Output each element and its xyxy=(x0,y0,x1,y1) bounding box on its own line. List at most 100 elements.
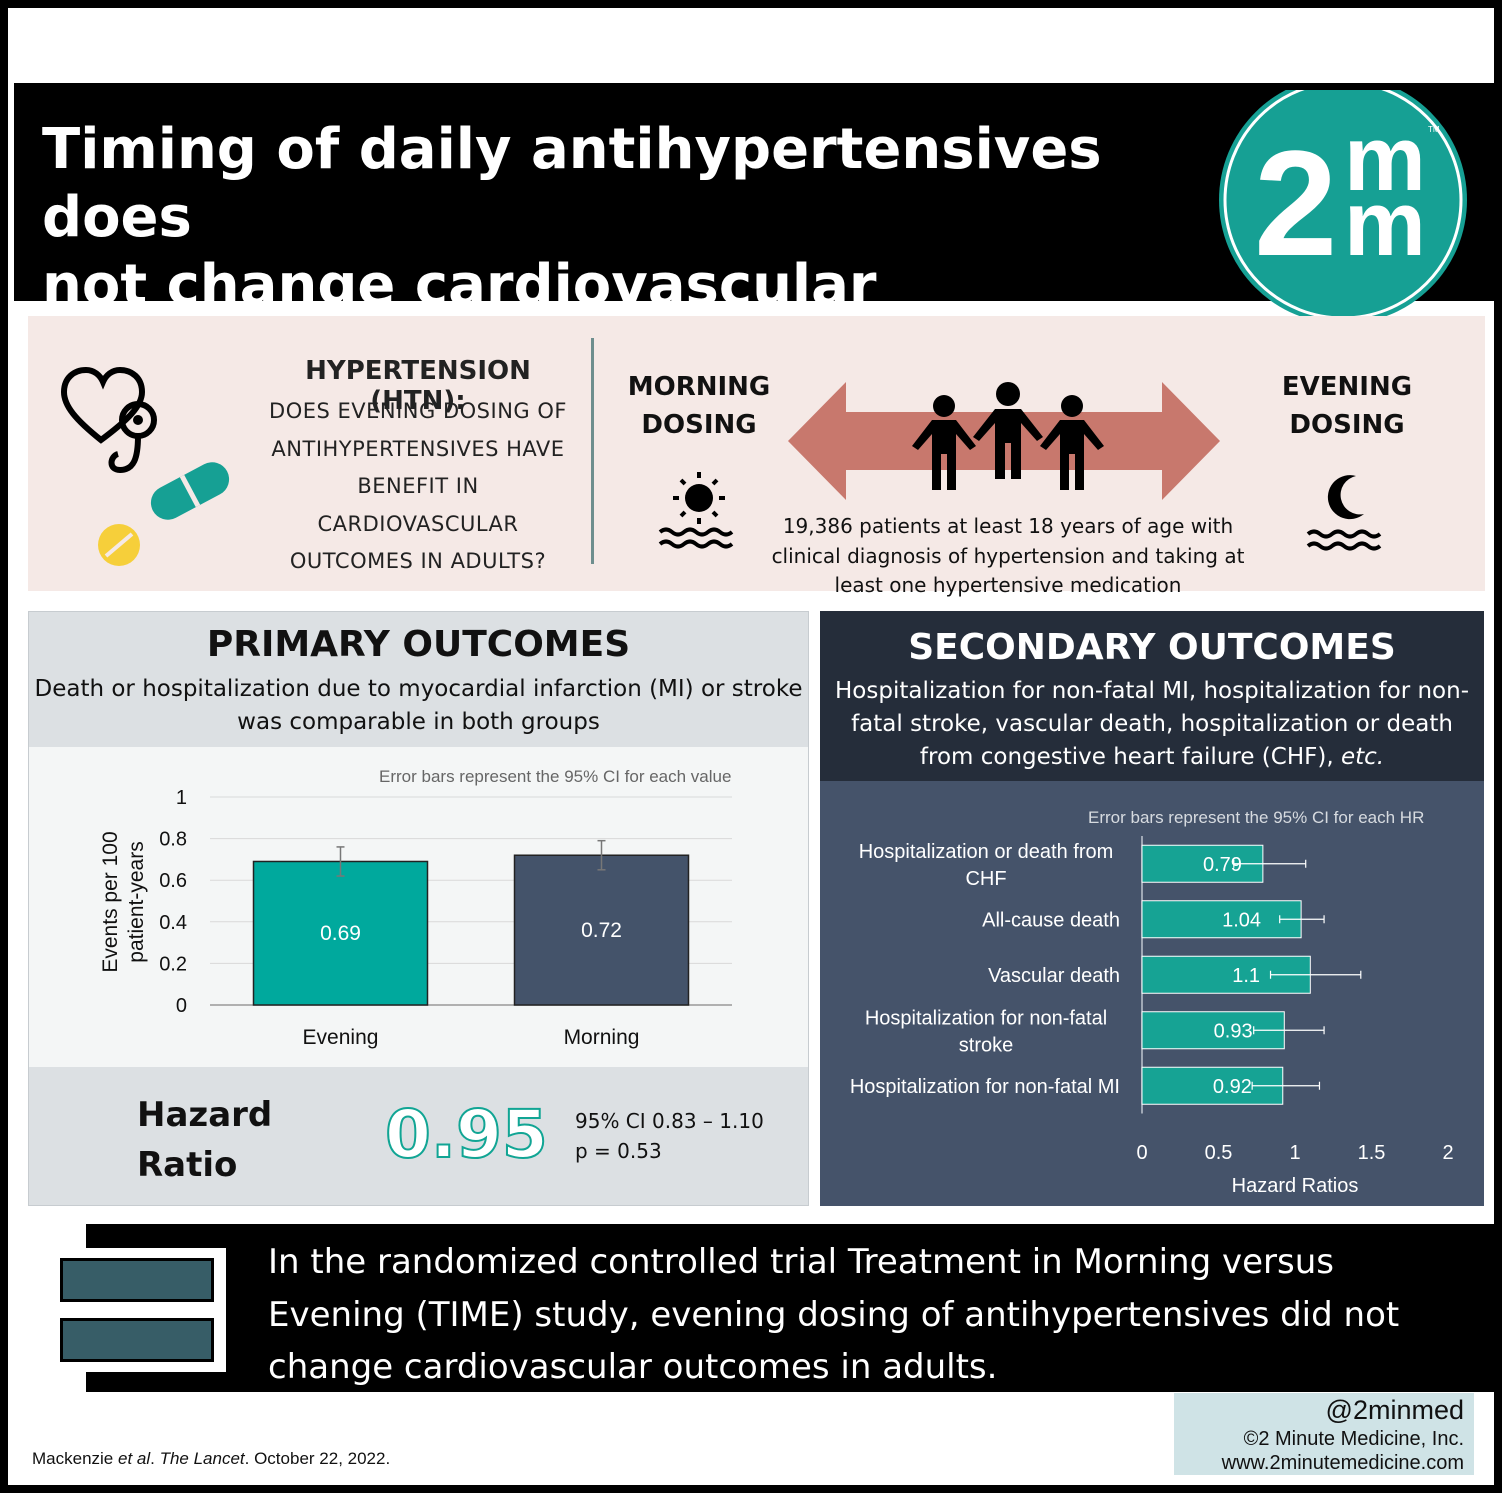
conclusion-text: In the randomized controlled trial Treat… xyxy=(268,1236,1468,1394)
x-tick-label: 1.5 xyxy=(1358,1142,1386,1164)
bar xyxy=(513,854,690,1006)
website-url: www.2minutemedicine.com xyxy=(1221,1452,1464,1474)
conclusion-banner: In the randomized controlled trial Treat… xyxy=(86,1224,1494,1392)
category-label: Hospitalization for non-fatal stroke xyxy=(865,1007,1107,1056)
logo-digit: 2 xyxy=(1254,119,1337,287)
y-tick-label: 0.8 xyxy=(159,829,187,851)
moon-icon xyxy=(1306,475,1382,551)
logo-trademark: TM xyxy=(1428,125,1440,134)
dosing-line: EVENING xyxy=(1281,372,1413,402)
sun-icon xyxy=(658,472,734,549)
category-label-line: CHF xyxy=(965,868,1006,890)
data-label: 0.69 xyxy=(320,922,361,945)
question-line: OUTCOMES IN ADULTS? xyxy=(289,549,547,573)
y-axis-label: Events per 100 patient-years xyxy=(99,831,148,972)
category-label-line: All-cause death xyxy=(982,909,1120,931)
subtitle-line: from congestive heart failure (CHF), etc… xyxy=(820,741,1484,774)
subtitle-line: fatal stroke, vascular death, hospitaliz… xyxy=(851,711,1453,737)
hazard-label-line: Ratio xyxy=(137,1145,238,1185)
category-label-line: Hospitalization for non-fatal xyxy=(865,1007,1107,1029)
citation-etal: et al xyxy=(117,1449,151,1468)
evening-dosing-label: EVENING DOSING xyxy=(1262,368,1432,444)
y-tick-label: 0.2 xyxy=(159,953,187,975)
tablet-icon xyxy=(98,524,140,566)
ci-text: 95% CI 0.83 – 1.10 xyxy=(575,1109,764,1133)
data-label: 0.72 xyxy=(581,919,622,942)
summary-bar-icon xyxy=(60,1258,214,1302)
summary-bar-icon xyxy=(60,1318,214,1362)
people-icon xyxy=(912,382,1104,490)
citation-sep: . xyxy=(150,1449,160,1468)
secondary-subtitle: Hospitalization for non-fatal MI, hospit… xyxy=(820,675,1484,774)
question-line: CARDIOVASCULAR xyxy=(317,511,519,536)
y-tick-label: 1 xyxy=(176,787,187,809)
primary-subtitle: Death or hospitalization due to myocardi… xyxy=(29,673,808,739)
intro-divider xyxy=(591,338,594,564)
conclusion-line: change cardiovascular outcomes in adults… xyxy=(268,1347,998,1387)
morning-dosing-label: MORNING DOSING xyxy=(614,368,784,444)
patients-description: 19,386 patients at least 18 years of age… xyxy=(768,512,1248,601)
logo-letter-bottom: m xyxy=(1344,173,1426,275)
title-line: Timing of daily antihypertensives does xyxy=(42,117,1102,250)
category-label-line: Vascular death xyxy=(988,965,1120,987)
intro-band: HYPERTENSION (HTN): DOES EVENING DOSING … xyxy=(28,316,1485,597)
x-axis-label: Hazard Ratios xyxy=(1232,1175,1359,1197)
logo-circle xyxy=(1219,90,1467,324)
logo-letter-top: m xyxy=(1344,108,1426,210)
data-label: 1.1 xyxy=(1232,965,1260,987)
x-tick-label: Evening xyxy=(303,1026,379,1049)
y-axis-label-line: patient-years xyxy=(125,841,148,962)
citation-date: . October 22, 2022. xyxy=(244,1449,391,1468)
subtitle-line: Hospitalization for non-fatal MI, hospit… xyxy=(835,678,1469,704)
secondary-title: SECONDARY OUTCOMES xyxy=(908,627,1396,668)
hazard-label-line: Hazard xyxy=(137,1095,273,1135)
primary-outcomes-panel: PRIMARY OUTCOMES Death or hospitalizatio… xyxy=(28,611,809,1206)
y-tick-label: 0.6 xyxy=(159,870,187,892)
patients-line: clinical diagnosis of hypertension and t… xyxy=(771,543,1245,568)
data-label: 0.93 xyxy=(1214,1020,1253,1042)
secondary-header: SECONDARY OUTCOMES Hospitalization for n… xyxy=(820,611,1484,781)
hazard-ratio-stats: 95% CI 0.83 – 1.10 p = 0.53 xyxy=(575,1106,764,1166)
question-line: ANTIHYPERTENSIVES HAVE xyxy=(271,436,565,461)
x-tick-label: 2 xyxy=(1442,1142,1453,1164)
category-label: Vascular death xyxy=(988,965,1120,987)
category-label-line: stroke xyxy=(959,1034,1013,1056)
hazard-ratio-value: 0.95 xyxy=(384,1095,549,1174)
y-tick-label: 0 xyxy=(176,995,187,1017)
citation: Mackenzie et al. The Lancet. October 22,… xyxy=(32,1449,390,1469)
data-label: 1.04 xyxy=(1222,909,1261,931)
data-label: 0.92 xyxy=(1213,1076,1252,1098)
secondary-error-note: Error bars represent the 95% CI for each… xyxy=(1088,808,1425,827)
primary-error-note: Error bars represent the 95% CI for each… xyxy=(379,767,732,786)
category-label: Hospitalization for non-fatal MI xyxy=(850,1076,1120,1098)
secondary-bar-chart: 0.79 Hospitalization or death from CHF 1.04… xyxy=(850,836,1454,1197)
y-tick-label: 0.4 xyxy=(159,912,187,934)
bar xyxy=(1141,900,1302,939)
secondary-outcomes-panel: SECONDARY OUTCOMES Hospitalization for n… xyxy=(820,611,1484,1206)
citation-journal: The Lancet xyxy=(159,1449,245,1468)
x-tick-label: 1 xyxy=(1289,1142,1300,1164)
hazard-ratio-label: Hazard Ratio xyxy=(137,1090,272,1190)
heart-stethoscope-icon xyxy=(60,366,157,474)
conclusion-line: Evening (TIME) study, evening dosing of … xyxy=(268,1294,1400,1335)
capsule-icon xyxy=(150,462,230,520)
primary-bar-chart: 0 0.2 0.4 0.6 0.8 1 Events per 100 patient-year… xyxy=(99,787,732,1049)
primary-title: PRIMARY OUTCOMES xyxy=(206,624,631,665)
y-axis-label-line: Events per 100 xyxy=(99,831,122,972)
category-label: Hospitalization or death from CHF xyxy=(859,841,1114,890)
subtitle-line: was comparable in both groups xyxy=(237,709,600,735)
x-tick-label: Morning xyxy=(564,1026,640,1049)
subtitle-text: from congestive heart failure (CHF), xyxy=(919,744,1341,770)
copyright: ©2 Minute Medicine, Inc. xyxy=(1243,1428,1464,1450)
credits-box: @2minmed ©2 Minute Medicine, Inc. www.2m… xyxy=(1174,1393,1474,1475)
primary-chart-area: Error bars represent the 95% CI for each… xyxy=(29,747,808,1067)
subtitle-line: Death or hospitalization due to myocardi… xyxy=(34,676,803,702)
category-label-line: Hospitalization or death from xyxy=(859,841,1114,863)
bar xyxy=(252,860,429,1006)
subtitle-etc: etc. xyxy=(1340,744,1385,770)
twitter-handle: @2minmed xyxy=(1325,1395,1464,1425)
dosing-line: DOSING xyxy=(1289,410,1405,440)
category-label: All-cause death xyxy=(982,909,1120,931)
patients-line: 19,386 patients at least 18 years of age… xyxy=(782,514,1234,538)
p-value-text: p = 0.53 xyxy=(575,1139,662,1163)
